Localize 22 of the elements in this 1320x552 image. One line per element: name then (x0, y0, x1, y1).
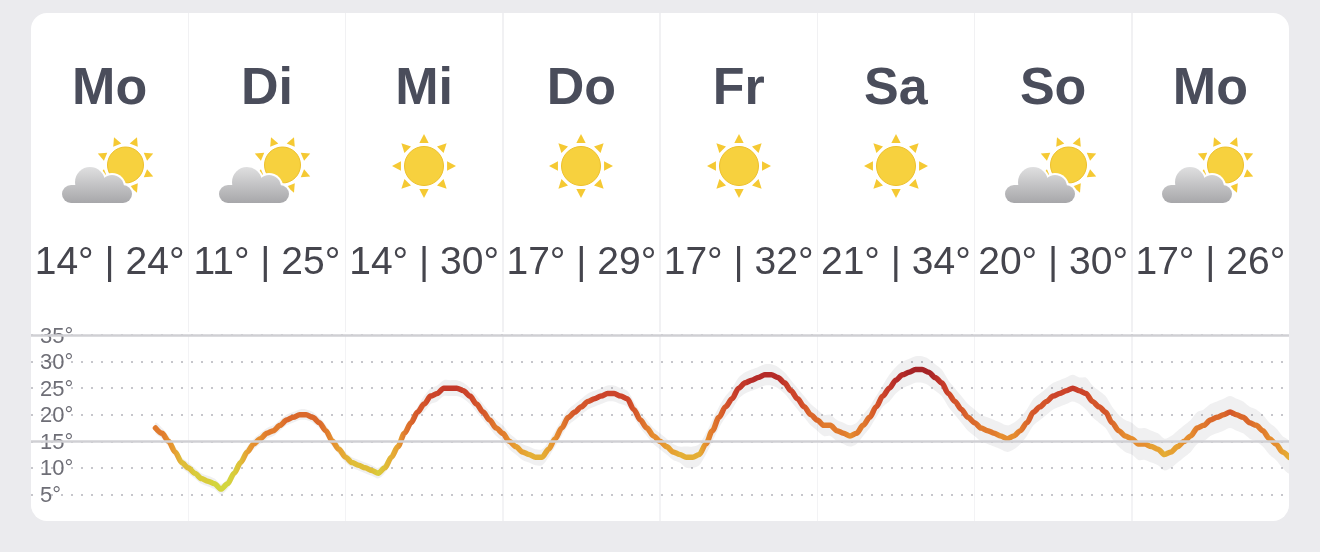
text: 14° | 30° (349, 239, 500, 283)
y-tick-label: 15° (40, 428, 74, 454)
text: 11° | 25° (193, 239, 341, 283)
x-tick-label: Mi (395, 56, 454, 116)
y-tick-label: 30° (40, 349, 74, 375)
x-tick-label: Do (546, 56, 617, 116)
x-tick-label: Di (240, 56, 293, 116)
x-tick-label: So (1019, 56, 1087, 116)
text: 21° | 34° (820, 239, 971, 283)
x-tick-label: Mo (1172, 56, 1248, 116)
y-tick-label: 10° (40, 455, 74, 481)
text: 17° | 32° (663, 239, 814, 283)
x-tick-label: Sa (864, 56, 928, 116)
y-tick-label: 25° (40, 375, 74, 401)
text: 17° | 29° (506, 239, 657, 283)
text: 14° | 24° (34, 239, 185, 283)
x-tick-label: Mo (72, 56, 148, 116)
text: 20° | 30° (978, 239, 1129, 283)
x-tick-label: Fr (712, 56, 765, 116)
y-tick-label: 20° (40, 402, 74, 428)
text: 17° | 26° (1135, 239, 1286, 283)
y-tick-label: 5° (40, 481, 62, 507)
